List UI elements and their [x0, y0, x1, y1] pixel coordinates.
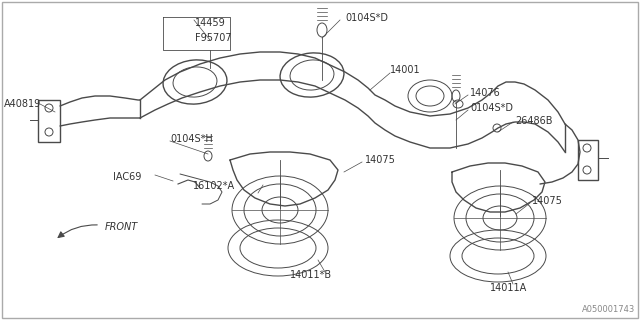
Text: 0104S*H: 0104S*H: [170, 134, 212, 144]
Text: 14001: 14001: [390, 65, 420, 75]
Text: F95707: F95707: [195, 33, 232, 43]
Text: 14075: 14075: [532, 196, 563, 206]
Text: FRONT: FRONT: [105, 222, 138, 232]
Text: 14011A: 14011A: [490, 283, 527, 293]
Text: 14459: 14459: [195, 18, 226, 28]
Text: 16102*A: 16102*A: [193, 181, 235, 191]
Text: 26486B: 26486B: [515, 116, 552, 126]
Text: IAC69: IAC69: [113, 172, 141, 182]
Text: 0104S*D: 0104S*D: [345, 13, 388, 23]
Text: A40819: A40819: [4, 99, 41, 109]
Text: 14075: 14075: [365, 155, 396, 165]
Text: 14011*B: 14011*B: [290, 270, 332, 280]
Text: 0104S*D: 0104S*D: [470, 103, 513, 113]
Bar: [578, 140, 598, 180]
Text: 14076: 14076: [470, 88, 500, 98]
Bar: [38, 100, 60, 142]
Text: A050001743: A050001743: [582, 305, 635, 314]
